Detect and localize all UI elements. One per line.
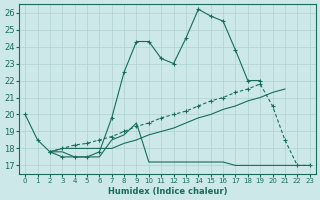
X-axis label: Humidex (Indice chaleur): Humidex (Indice chaleur) xyxy=(108,187,227,196)
